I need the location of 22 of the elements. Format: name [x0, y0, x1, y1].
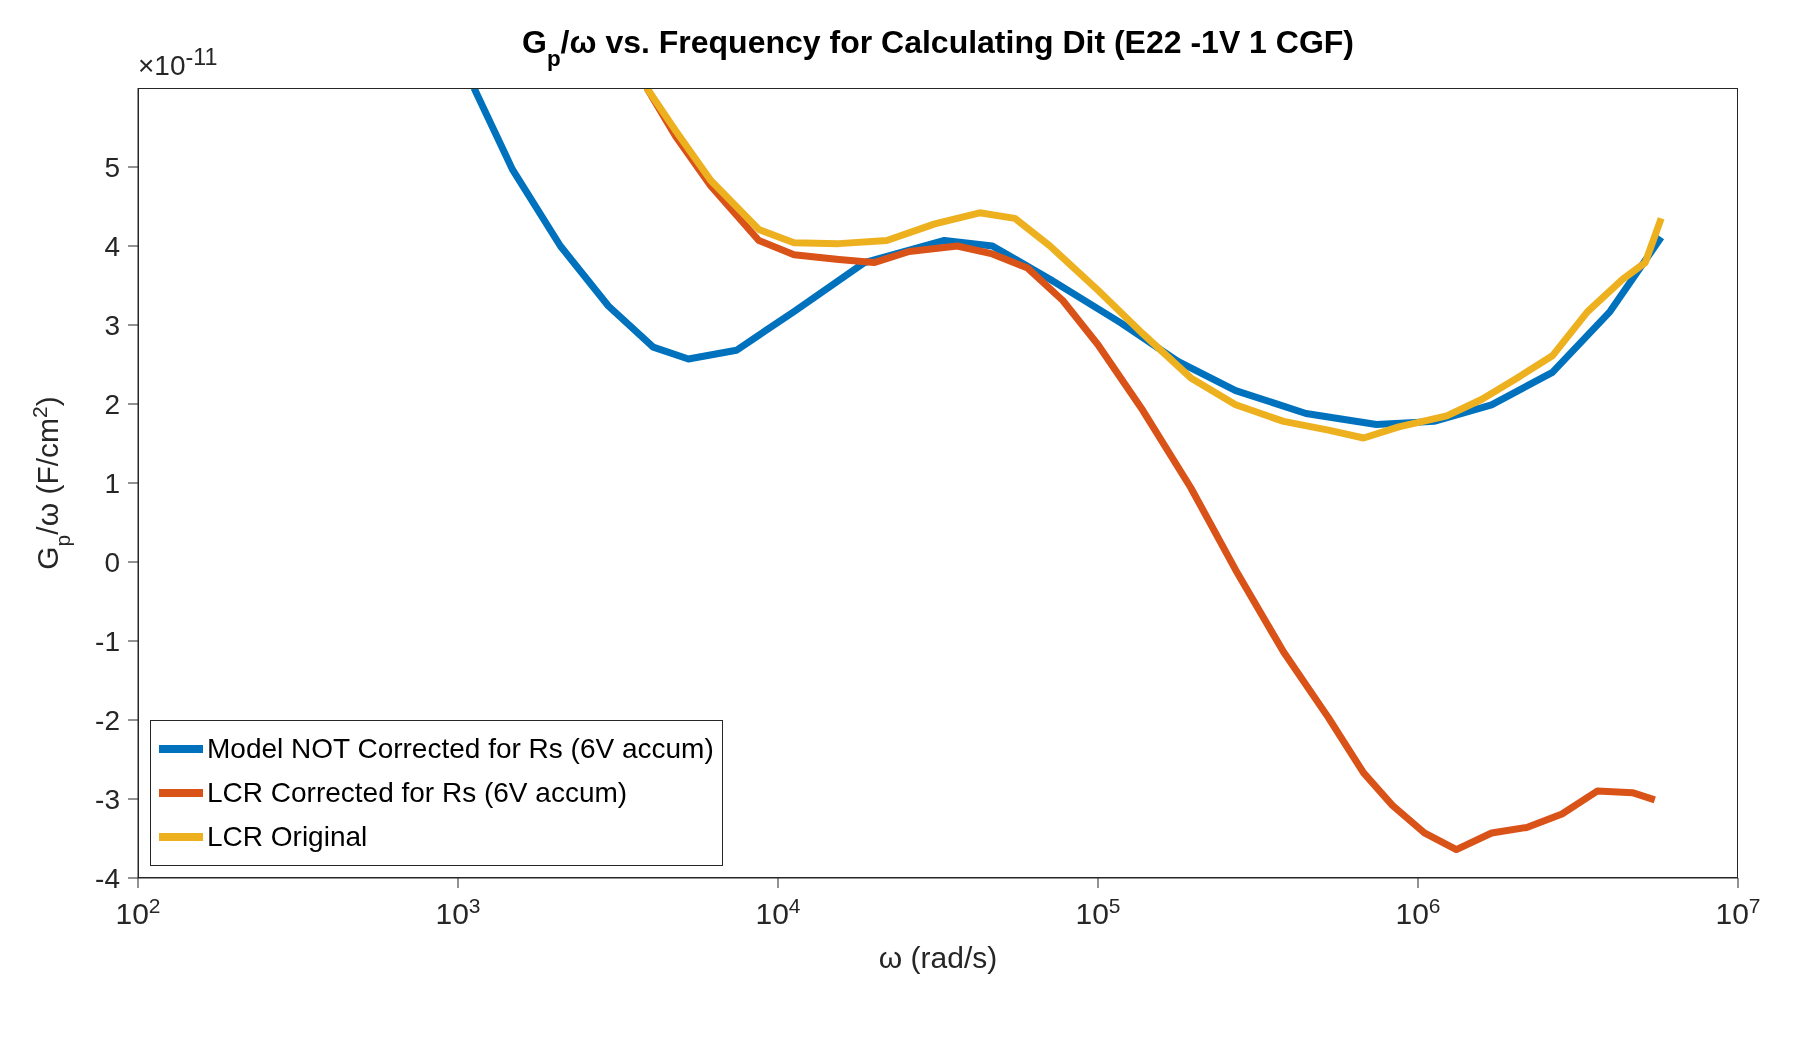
x-axis-title: ω (rad/s): [878, 941, 998, 974]
text: ×10$^{-11}$: [138, 44, 218, 83]
x-tick-label: 10$^{6}$: [1395, 893, 1441, 930]
x-tick-label: 10$^{3}$: [435, 893, 481, 930]
x-tick-label: 10$^{7}$: [1715, 893, 1761, 930]
y-tick-label: 4: [104, 231, 120, 262]
y-tick-label: -4: [95, 863, 120, 894]
chart-title: G$_{p}$/ω vs. Frequency for Calculating Dit (E22 -1V 1 CGF): [522, 24, 1354, 71]
legend-label: LCR Corrected for Rs (6V accum): [207, 777, 628, 809]
x-tick-label: 10$^{4}$: [755, 893, 801, 930]
y-tick-label: 5: [104, 152, 120, 183]
y-tick-label: 3: [104, 310, 120, 341]
legend-label: LCR Original: [207, 821, 368, 853]
legend-label: Model NOT Corrected for Rs (6V accum): [207, 733, 714, 765]
y-tick-label: -2: [95, 705, 120, 736]
x-tick-label: 10$^{2}$: [115, 893, 161, 930]
y-tick-label: 0: [104, 547, 120, 578]
y-tick-label: -1: [95, 626, 120, 657]
x-tick-label: 10$^{5}$: [1075, 893, 1121, 930]
y-tick-label: 2: [104, 389, 120, 420]
y-tick-label: -3: [95, 784, 120, 815]
y-tick-label: 1: [104, 468, 120, 499]
